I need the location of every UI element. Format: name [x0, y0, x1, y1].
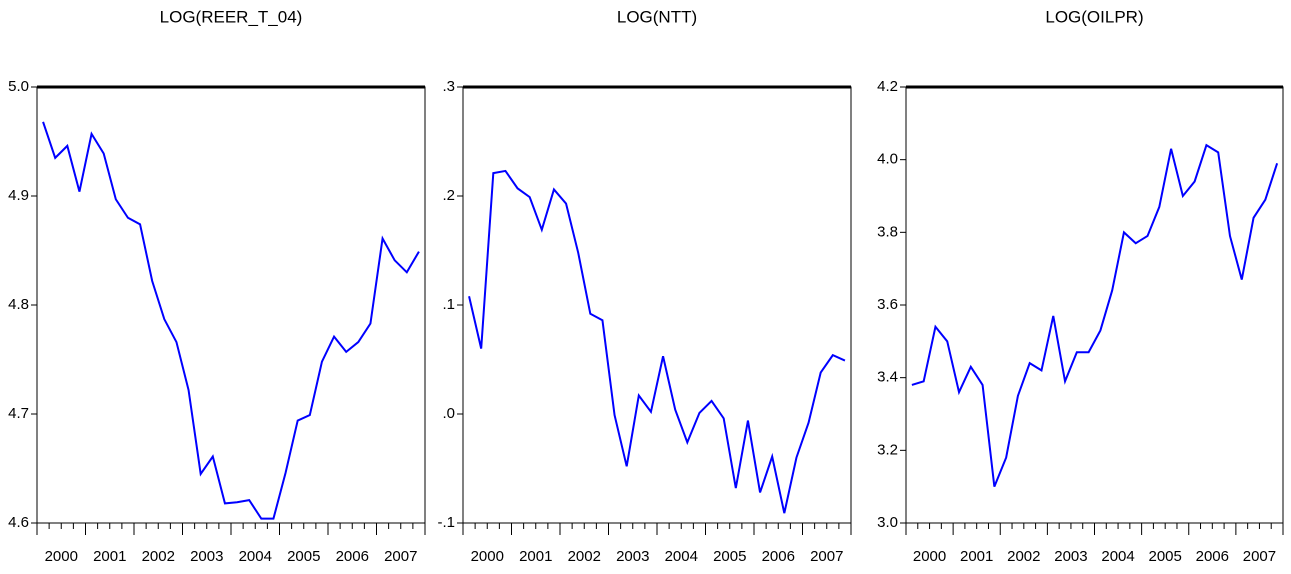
y-tick-label: .0 [442, 405, 455, 422]
y-tick-label: 5.0 [8, 78, 29, 95]
series-line [911, 143, 1279, 488]
x-tick-label: 2001 [960, 548, 993, 565]
y-tick-label: .3 [442, 78, 455, 95]
x-tick-label: 2002 [568, 548, 601, 565]
y-tick-label: .2 [442, 187, 455, 204]
x-tick-label: 2000 [45, 548, 78, 565]
y-tick-label: 4.6 [8, 514, 29, 531]
x-tick-label: 2003 [190, 548, 223, 565]
x-tick-label: 2004 [1101, 548, 1134, 565]
x-tick-label: 2005 [287, 548, 320, 565]
y-tick-label: 4.2 [877, 78, 898, 95]
series-line [468, 169, 846, 514]
x-tick-label: 2004 [665, 548, 698, 565]
y-tick-label: 4.8 [8, 296, 29, 313]
y-tick-label: 3.4 [877, 369, 898, 386]
plot-frame [905, 86, 1284, 524]
y-tick-label: 3.2 [877, 441, 898, 458]
y-tick-label: 3.8 [877, 223, 898, 240]
chart-title: LOG(OILPR) [1045, 7, 1143, 26]
chart-title: LOG(REER_T_04) [160, 7, 303, 26]
x-tick-label: 2005 [1149, 548, 1182, 565]
x-tick-label: 2007 [810, 548, 843, 565]
x-tick-label: 2003 [1054, 548, 1087, 565]
x-tick-label: 2000 [471, 548, 504, 565]
x-tick-label: 2006 [1196, 548, 1229, 565]
x-tick-label: 2001 [93, 548, 126, 565]
chart-title: LOG(NTT) [617, 7, 697, 26]
x-tick-label: 2001 [519, 548, 552, 565]
plot-frame [36, 86, 426, 524]
y-tick-label: .1 [442, 296, 455, 313]
x-tick-label: 2000 [913, 548, 946, 565]
y-tick-label: 3.0 [877, 514, 898, 531]
x-tick-label: 2003 [616, 548, 649, 565]
plot-frame [462, 86, 852, 524]
y-tick-label: 4.7 [8, 405, 29, 422]
x-tick-label: 2002 [142, 548, 175, 565]
series-line [42, 121, 420, 520]
x-tick-label: 2006 [762, 548, 795, 565]
y-tick-label: 4.9 [8, 187, 29, 204]
x-tick-label: 2007 [384, 548, 417, 565]
x-tick-label: 2006 [336, 548, 369, 565]
x-tick-label: 2002 [1007, 548, 1040, 565]
x-tick-label: 2005 [713, 548, 746, 565]
x-tick-label: 2004 [239, 548, 272, 565]
x-tick-label: 2007 [1243, 548, 1276, 565]
y-tick-label: -.1 [437, 514, 455, 531]
y-tick-label: 3.6 [877, 296, 898, 313]
y-tick-label: 4.0 [877, 151, 898, 168]
